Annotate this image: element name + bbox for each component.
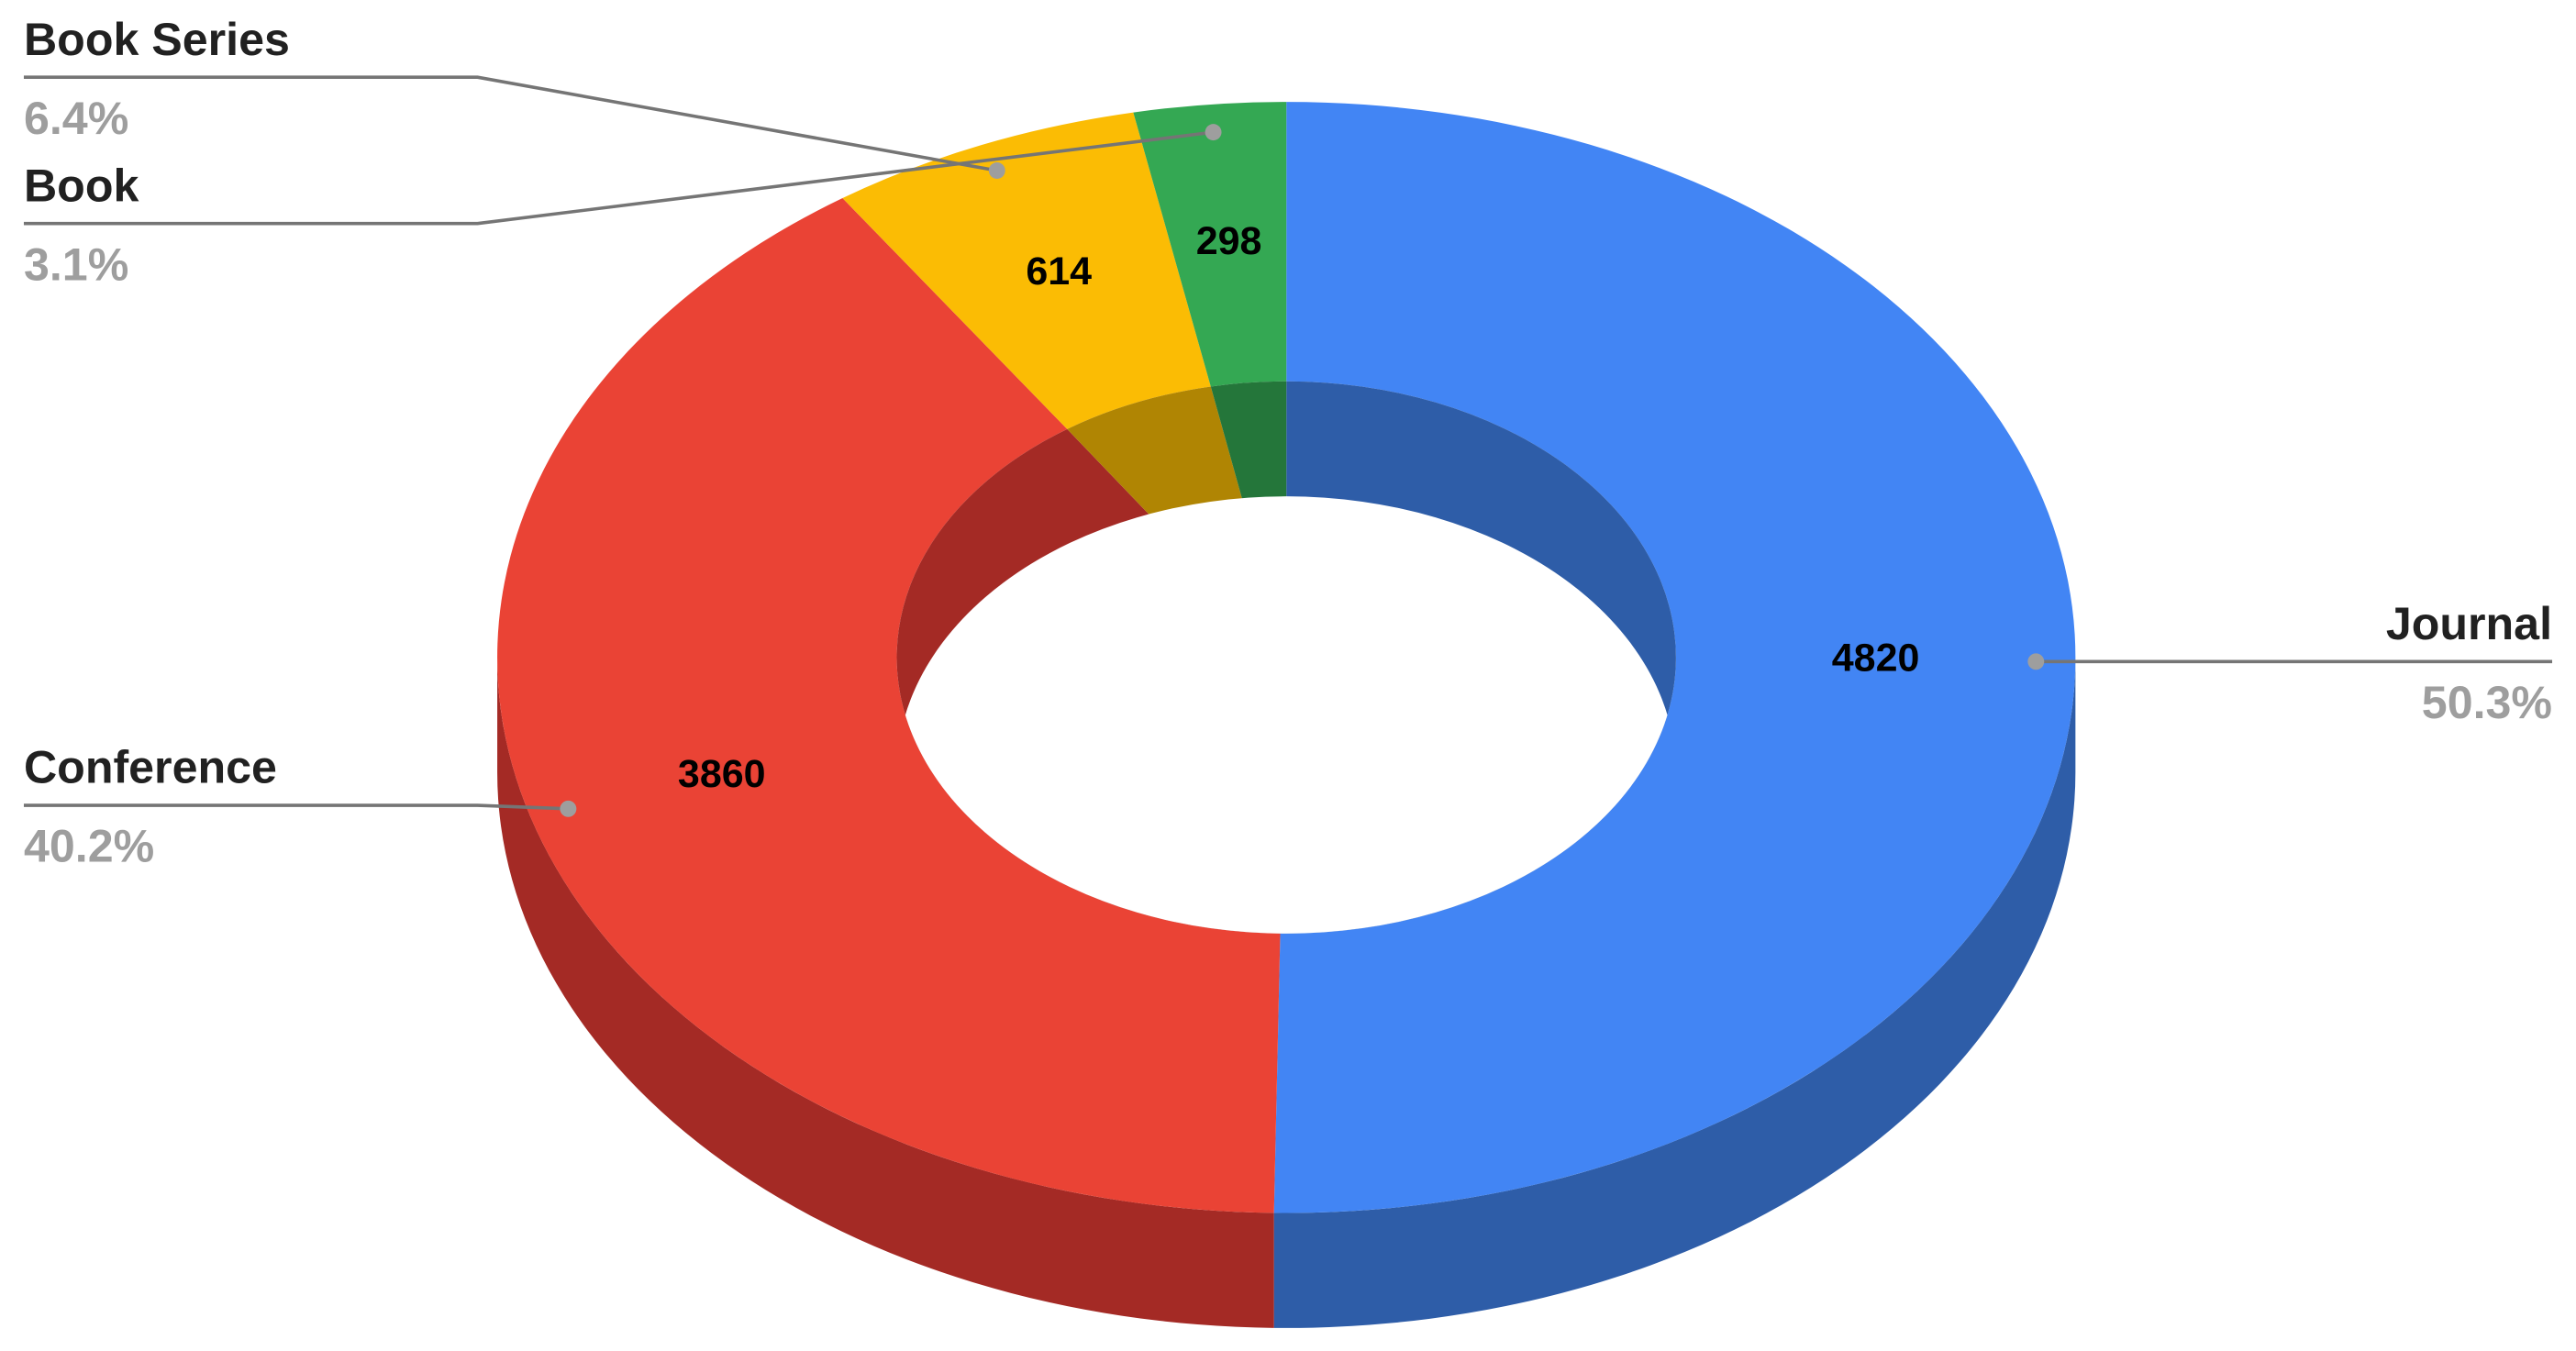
- outer-walls: [497, 657, 2076, 1328]
- slice: [1273, 102, 2076, 1213]
- labels: 4820 Journal 50.3% 3860 Conference 40.2% 614 Bo…: [23, 14, 2553, 872]
- legend-name: Journal: [2386, 598, 2552, 649]
- percent-label: 6.4%: [24, 93, 128, 144]
- slice: [497, 198, 1281, 1213]
- value-label: 298: [1196, 219, 1262, 263]
- leader-dot: [560, 800, 577, 817]
- legend-name: Book Series: [24, 14, 290, 65]
- top-face: [497, 102, 2076, 1213]
- legend-name: Conference: [24, 742, 277, 793]
- leader-line: [23, 75, 998, 172]
- leader-dot: [2027, 653, 2045, 670]
- percent-label: 40.2%: [24, 821, 154, 872]
- value-label: 614: [1026, 249, 1092, 293]
- slice: [842, 112, 1211, 429]
- value-label: 4820: [1832, 637, 1920, 681]
- slice: [1133, 102, 1287, 387]
- outer-wall: [497, 657, 1274, 1328]
- value-label: 3860: [678, 752, 766, 796]
- outer-wall: [1273, 657, 2076, 1328]
- leader-dot: [988, 162, 1005, 179]
- leader-line: [23, 130, 1214, 226]
- legend-name: Book: [24, 160, 139, 211]
- percent-label: 3.1%: [24, 238, 128, 290]
- percent-label: 50.3%: [2422, 677, 2552, 728]
- leader-line: [23, 803, 569, 811]
- leader-dot: [1205, 124, 1222, 141]
